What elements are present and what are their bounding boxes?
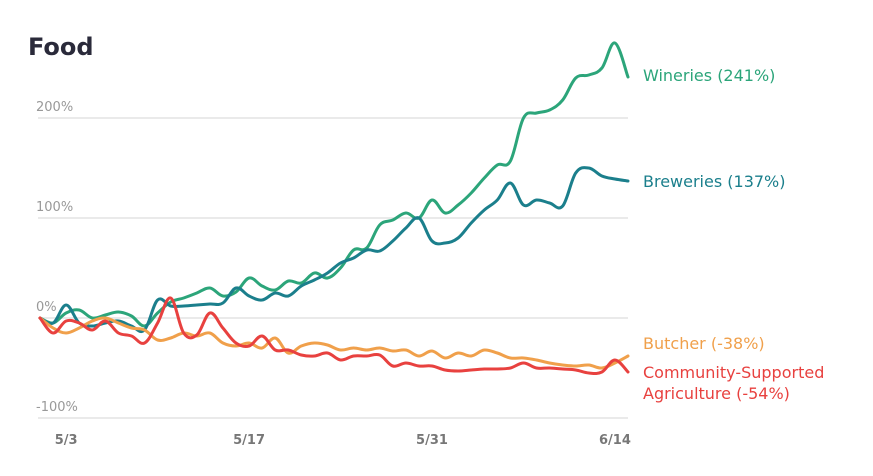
y-tick-label: 200% [36, 100, 73, 115]
series-line-wineries [38, 41, 630, 328]
legend-label-csa-line1: Community-Supported [643, 363, 824, 382]
x-tick-label: 6/14 [599, 433, 631, 448]
series-line-butcher [38, 316, 630, 370]
x-tick-label: 5/17 [233, 433, 265, 448]
legend-label-wineries: Wineries (241%) [643, 66, 775, 85]
legend-label-butcher: Butcher (-38%) [643, 334, 765, 353]
legend-label-csa-line2: Agriculture (-54%) [643, 384, 790, 403]
y-tick-label: -100% [36, 400, 78, 415]
y-tick-label: 0% [36, 300, 57, 315]
chart-title: Food [28, 33, 94, 61]
x-tick-label: 5/31 [416, 433, 448, 448]
x-tick-label: 5/3 [55, 433, 78, 448]
series-line-community-supported-agriculture [38, 296, 630, 376]
y-tick-label: 100% [36, 200, 73, 215]
series-line-breweries [38, 166, 630, 334]
legend-label-breweries: Breweries (137%) [643, 172, 786, 191]
